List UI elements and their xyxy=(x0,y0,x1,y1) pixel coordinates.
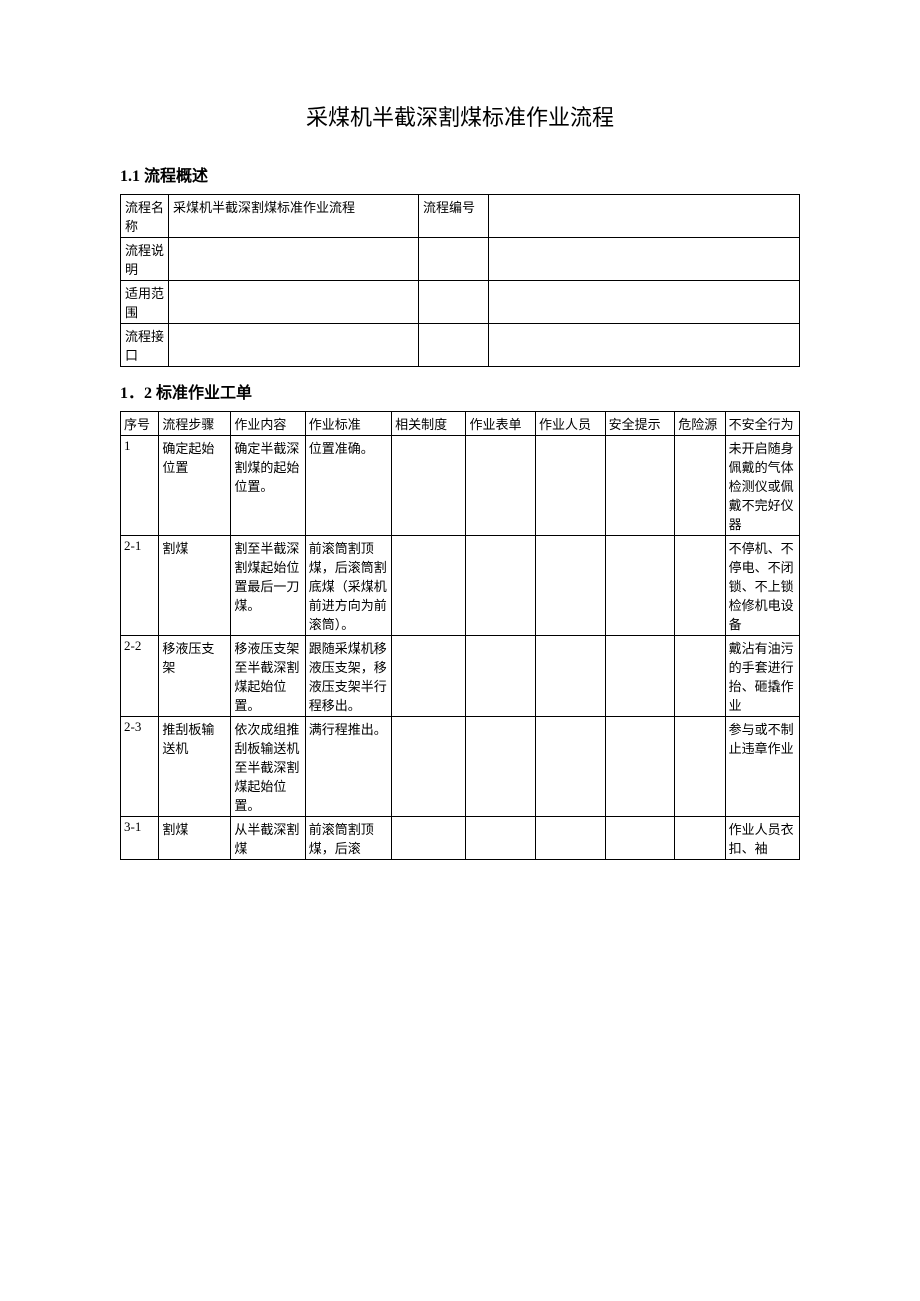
header-seq: 序号 xyxy=(121,412,159,436)
header-person: 作业人员 xyxy=(536,412,606,436)
cell-content: 依次成组推刮板输送机至半截深割煤起始位置。 xyxy=(231,717,305,817)
overview-table: 流程名称 采煤机半截深割煤标准作业流程 流程编号 流程说明 适用范围 流程接口 xyxy=(120,194,800,367)
label-cell: 适用范围 xyxy=(121,281,169,324)
cell-standard: 跟随采煤机移液压支架，移液压支架半行程移出。 xyxy=(305,636,391,717)
cell-unsafe: 戴沾有油污的手套进行抬、砸撬作业 xyxy=(725,636,799,717)
label-cell xyxy=(419,238,489,281)
cell-form xyxy=(466,817,536,860)
cell-risk xyxy=(675,717,725,817)
table-row: 1 确定起始位置 确定半截深割煤的起始位置。 位置准确。 未开启随身佩戴的气体检… xyxy=(121,436,800,536)
cell-safety xyxy=(605,436,675,536)
cell-seq: 2-2 xyxy=(121,636,159,717)
cell-seq: 1 xyxy=(121,436,159,536)
header-step: 流程步骤 xyxy=(159,412,231,436)
table-row: 2-2 移液压支架 移液压支架至半截深割煤起始位置。 跟随采煤机移液压支架，移液… xyxy=(121,636,800,717)
table-row: 流程名称 采煤机半截深割煤标准作业流程 流程编号 xyxy=(121,195,800,238)
table-row: 2-1 割煤 割至半截深割煤起始位置最后一刀煤。 前滚筒割顶煤，后滚筒割底煤（采… xyxy=(121,536,800,636)
cell-unsafe: 未开启随身佩戴的气体检测仪或佩戴不完好仪器 xyxy=(725,436,799,536)
cell-person xyxy=(536,436,606,536)
label-cell: 流程接口 xyxy=(121,324,169,367)
table-header-row: 序号 流程步骤 作业内容 作业标准 相关制度 作业表单 作业人员 安全提示 危险… xyxy=(121,412,800,436)
label-cell: 流程名称 xyxy=(121,195,169,238)
label-cell: 流程说明 xyxy=(121,238,169,281)
cell-standard: 位置准确。 xyxy=(305,436,391,536)
header-standard: 作业标准 xyxy=(305,412,391,436)
header-form: 作业表单 xyxy=(466,412,536,436)
cell-step: 割煤 xyxy=(159,536,231,636)
cell-content: 确定半截深割煤的起始位置。 xyxy=(231,436,305,536)
header-content: 作业内容 xyxy=(231,412,305,436)
cell-form xyxy=(466,717,536,817)
value-cell xyxy=(169,324,419,367)
label-cell xyxy=(419,324,489,367)
value-cell xyxy=(489,281,800,324)
cell-form xyxy=(466,436,536,536)
header-unsafe: 不安全行为 xyxy=(725,412,799,436)
cell-system xyxy=(392,536,466,636)
value-cell xyxy=(489,238,800,281)
cell-person xyxy=(536,717,606,817)
value-cell xyxy=(169,281,419,324)
cell-standard: 满行程推出。 xyxy=(305,717,391,817)
cell-system xyxy=(392,636,466,717)
cell-safety xyxy=(605,536,675,636)
cell-form xyxy=(466,536,536,636)
cell-standard: 前滚筒割顶煤，后滚 xyxy=(305,817,391,860)
cell-person xyxy=(536,817,606,860)
cell-unsafe: 作业人员衣扣、袖 xyxy=(725,817,799,860)
cell-content: 从半截深割煤 xyxy=(231,817,305,860)
cell-content: 割至半截深割煤起始位置最后一刀煤。 xyxy=(231,536,305,636)
cell-seq: 3-1 xyxy=(121,817,159,860)
section2-heading: 1．2 标准作业工单 xyxy=(120,379,800,403)
section1-heading: 1.1 流程概述 xyxy=(120,162,800,186)
table-row: 流程接口 xyxy=(121,324,800,367)
cell-risk xyxy=(675,536,725,636)
header-safety: 安全提示 xyxy=(605,412,675,436)
cell-safety xyxy=(605,817,675,860)
table-row: 适用范围 xyxy=(121,281,800,324)
table-row: 2-3 推刮板输送机 依次成组推刮板输送机至半截深割煤起始位置。 满行程推出。 … xyxy=(121,717,800,817)
table-row: 流程说明 xyxy=(121,238,800,281)
cell-content: 移液压支架至半截深割煤起始位置。 xyxy=(231,636,305,717)
cell-system xyxy=(392,717,466,817)
cell-step: 移液压支架 xyxy=(159,636,231,717)
cell-step: 推刮板输送机 xyxy=(159,717,231,817)
cell-person xyxy=(536,536,606,636)
cell-person xyxy=(536,636,606,717)
value-cell xyxy=(169,238,419,281)
cell-seq: 2-1 xyxy=(121,536,159,636)
value-cell: 采煤机半截深割煤标准作业流程 xyxy=(169,195,419,238)
work-order-table: 序号 流程步骤 作业内容 作业标准 相关制度 作业表单 作业人员 安全提示 危险… xyxy=(120,411,800,860)
cell-risk xyxy=(675,636,725,717)
table-row: 3-1 割煤 从半截深割煤 前滚筒割顶煤，后滚 作业人员衣扣、袖 xyxy=(121,817,800,860)
page-title: 采煤机半截深割煤标准作业流程 xyxy=(120,100,800,132)
header-risk: 危险源 xyxy=(675,412,725,436)
cell-step: 确定起始位置 xyxy=(159,436,231,536)
cell-system xyxy=(392,817,466,860)
cell-step: 割煤 xyxy=(159,817,231,860)
cell-system xyxy=(392,436,466,536)
cell-unsafe: 不停机、不停电、不闭锁、不上锁检修机电设备 xyxy=(725,536,799,636)
value-cell xyxy=(489,195,800,238)
header-system: 相关制度 xyxy=(392,412,466,436)
cell-risk xyxy=(675,817,725,860)
label-cell xyxy=(419,281,489,324)
value-cell xyxy=(489,324,800,367)
cell-seq: 2-3 xyxy=(121,717,159,817)
cell-standard: 前滚筒割顶煤，后滚筒割底煤（采煤机前进方向为前滚筒）。 xyxy=(305,536,391,636)
cell-safety xyxy=(605,717,675,817)
cell-form xyxy=(466,636,536,717)
cell-unsafe: 参与或不制止违章作业 xyxy=(725,717,799,817)
cell-safety xyxy=(605,636,675,717)
cell-risk xyxy=(675,436,725,536)
label-cell: 流程编号 xyxy=(419,195,489,238)
